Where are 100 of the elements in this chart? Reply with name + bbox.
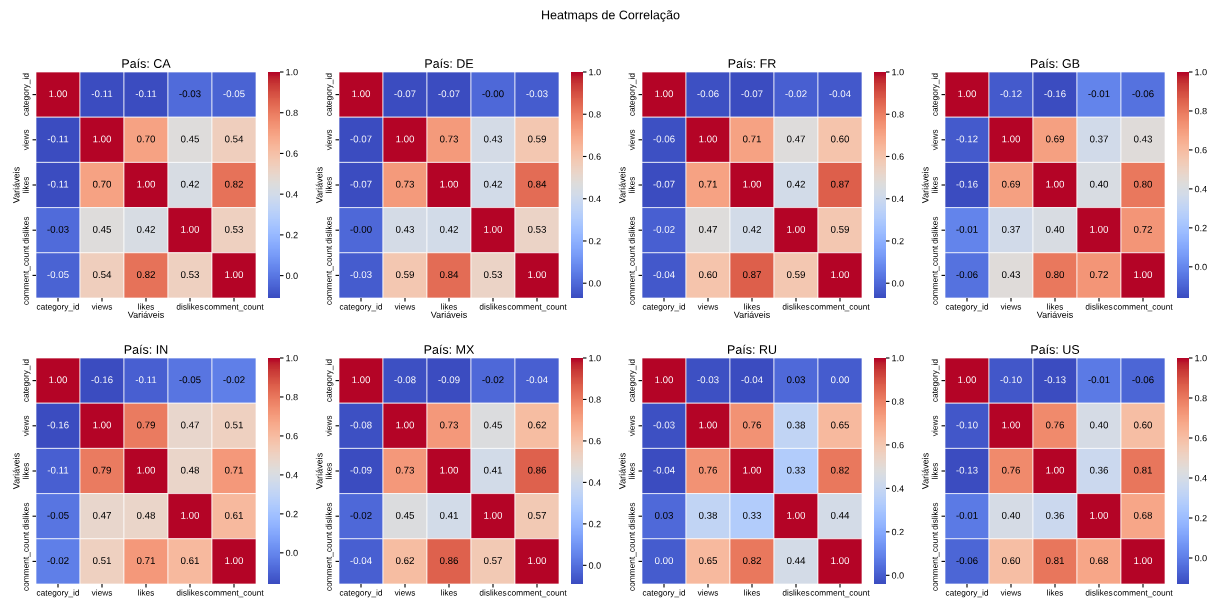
data-label: 0.40 [1001,511,1021,519]
data-label: 0.65 [830,421,850,429]
x-tick-label: views [1000,589,1022,596]
data-label: 0.42 [136,225,155,233]
data-label: 0.59 [786,271,805,279]
data-label: 0.84 [527,180,547,188]
data-label: 0.73 [439,421,459,429]
data-label: 0.60 [1001,557,1021,565]
data-label: -0.10 [956,421,978,429]
data-label: 1.00 [699,135,718,143]
data-label: 0.76 [1001,466,1021,474]
data-label: 0.70 [92,180,112,188]
data-label: -0.05 [179,376,201,384]
color-bar-label: 0.0 [1194,554,1207,562]
data-label: 0.79 [92,466,111,474]
data-label: 0.61 [180,557,199,565]
y-tick-label: dislikes [628,216,635,244]
data-label: 1.00 [137,466,156,474]
data-label: 0.00 [654,557,674,565]
x-tick-label: category_id [36,303,80,312]
data-label: -0.01 [956,511,978,519]
x-tick-label: views [697,303,719,310]
data-label: -0.04 [741,376,763,384]
data-label: 0.42 [742,225,761,233]
data-label: 0.71 [742,135,761,143]
data-label: 0.61 [224,511,243,519]
data-label: -0.11 [47,466,69,474]
y-axis-title: Variáveis [12,453,20,490]
color-bar-label: 0.6 [588,437,601,445]
data-label: 0.60 [830,135,850,143]
y-tick-label: views [325,129,332,151]
y-axis-title: Variáveis [12,167,20,204]
data-label: 0.37 [1089,135,1108,143]
data-label: 1.00 [1002,421,1021,429]
x-tick-label: likes [744,589,761,596]
data-label: 0.82 [136,271,155,279]
data-label: 0.54 [224,135,244,143]
data-label: 1.00 [831,271,850,279]
x-tick-label: category_id [945,589,989,598]
data-label: -0.07 [438,90,460,98]
data-label: 0.53 [180,271,200,279]
data-label: -0.03 [350,271,372,279]
data-label: 1.00 [1046,466,1065,474]
color-bar-label: 0.2 [588,520,601,528]
y-tick-label: likes [628,176,635,193]
data-label: -0.01 [956,225,978,233]
data-label: 0.76 [1045,421,1065,429]
color-bar-label: 0.6 [891,153,904,160]
data-label: 0.53 [483,271,503,279]
data-label: 0.45 [92,225,112,233]
data-label: -0.12 [956,135,978,143]
data-label: 0.43 [1133,135,1153,143]
data-label: 1.00 [181,511,200,519]
color-bar-label: 0.4 [1194,185,1207,193]
data-label: 0.40 [1089,421,1109,429]
y-axis-title: Variáveis [315,167,323,204]
data-label: 0.73 [439,135,459,143]
y-tick-label: dislikes [22,216,29,244]
chart-title: País: FR [728,58,776,68]
data-label: -0.01 [1088,376,1110,384]
color-bar-label: 0.8 [891,398,904,405]
data-label: 1.00 [1134,271,1153,279]
data-label: 0.41 [483,466,502,474]
data-label: 0.87 [742,271,761,279]
x-tick-label: comment_count [810,304,870,312]
data-label: 0.69 [1045,135,1064,143]
data-label: -0.02 [785,90,807,98]
color-bar-label: 1.0 [892,68,904,76]
data-label: 0.71 [136,557,155,565]
data-label: 0.68 [1133,511,1153,519]
y-tick-label: likes [325,176,332,193]
y-axis-title: Variáveis [618,167,626,204]
text: Heatmaps de Correlação [542,10,680,22]
x-tick-label: likes [138,303,155,310]
data-label: 1.00 [528,557,547,565]
data-label: 1.00 [1002,135,1021,143]
y-axis-title: Variáveis [921,453,929,490]
y-tick-label: category_id [325,73,334,116]
data-label: 0.72 [1089,271,1108,279]
data-label: 0.59 [830,225,849,233]
data-label: 0.57 [483,557,502,565]
data-label: 1.00 [743,180,762,188]
data-label: -0.11 [91,90,113,98]
x-tick-label: category_id [642,303,686,312]
data-label: 0.48 [136,511,156,519]
data-label: 0.47 [698,225,717,233]
x-tick-label: comment_count [507,304,567,312]
data-label: 0.82 [742,557,761,565]
data-label: 1.00 [440,180,459,188]
x-tick-label: category_id [945,303,989,312]
x-axis-title: Variáveis [1036,311,1073,318]
data-label: 0.60 [1133,421,1153,429]
chart-title: País: GB [1031,58,1080,68]
data-label: 1.00 [352,376,371,384]
data-label: 0.42 [439,225,458,233]
data-label: 1.00 [1090,511,1109,519]
data-label: 0.84 [439,271,459,279]
y-tick-label: views [628,129,635,151]
color-bar-label: 0.2 [285,231,298,239]
data-label: -0.02 [223,376,245,384]
